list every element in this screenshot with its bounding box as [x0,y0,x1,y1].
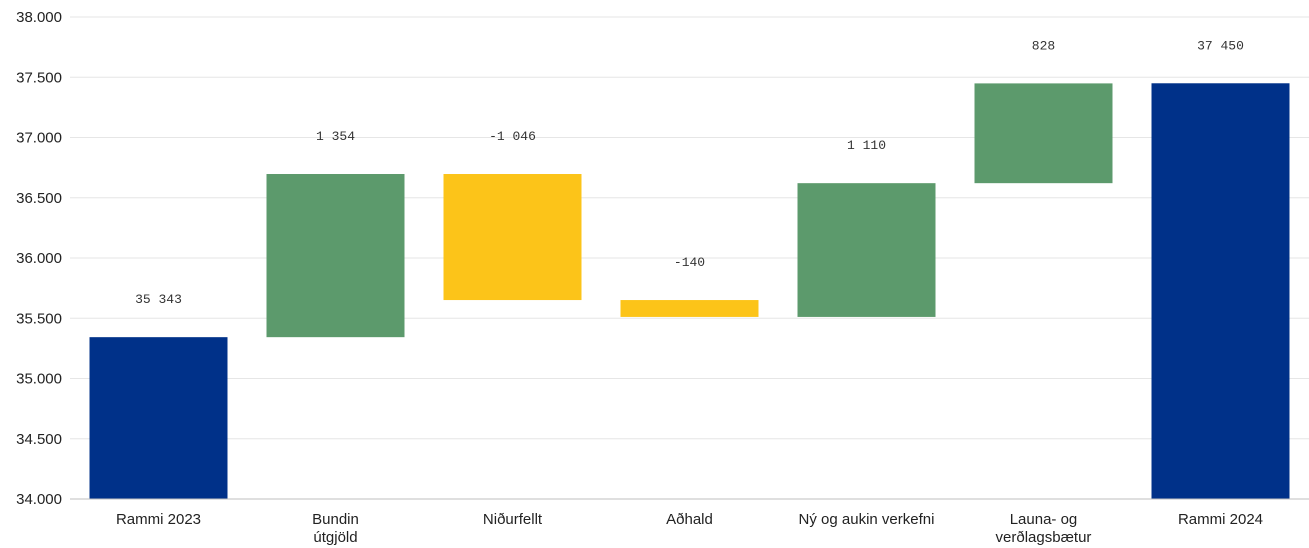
x-category-label: Bundin útgjöld [312,511,359,546]
y-tick-label: 35.500 [16,310,62,327]
x-category-line: útgjöld [313,529,357,546]
x-category-line: Ný og aukin verkefni [799,511,935,528]
y-axis-ticks: 34.000 34.500 35.000 35.500 36.000 36.500 37.0… [16,9,62,508]
waterfall-bar-increase [266,174,405,338]
x-category-label: Rammi 2024 [1178,511,1263,528]
x-category-label: Niðurfellt [483,511,543,528]
waterfall-bar-increase [974,83,1113,184]
y-tick-label: 37.000 [16,130,62,147]
x-axis-categories: Rammi 2023 Bundin útgjöld Niðurfellt Aðhald N… [116,511,1263,546]
waterfall-bar-increase [797,183,936,317]
bar-value-label: 35 343 [135,292,182,307]
gridlines [70,16,1309,440]
bars [89,83,1290,500]
y-tick-label: 36.000 [16,250,62,267]
y-tick-label: 37.500 [16,69,62,86]
x-category-line: Aðhald [666,511,713,528]
y-tick-label: 36.500 [16,190,62,207]
bar-value-label: -140 [674,255,705,270]
bar-value-label: 1 110 [847,138,886,153]
x-category-label: Aðhald [666,511,713,528]
bar-value-label: 37 450 [1197,38,1244,53]
y-tick-label: 34.500 [16,431,62,448]
x-category-line: Rammi 2024 [1178,511,1263,528]
x-category-line: Rammi 2023 [116,511,201,528]
bar-value-label: 828 [1032,38,1055,53]
waterfall-bar-decrease [443,174,582,301]
bar-value-label: -1 046 [489,129,536,144]
data-labels: 35 343 1 354 -1 046 -140 1 110 828 37 450 [135,38,1244,307]
bar-value-label: 1 354 [316,129,355,144]
x-category-label: Ný og aukin verkefni [799,511,935,528]
y-tick-label: 34.000 [16,491,62,508]
x-category-label: Launa- og verðlagsbætur [996,511,1092,546]
x-category-line: Launa- og [1010,511,1078,528]
x-category-line: Bundin [312,511,359,528]
y-tick-label: 38.000 [16,9,62,26]
waterfall-bar-total [89,337,228,499]
x-category-label: Rammi 2023 [116,511,201,528]
y-tick-label: 35.000 [16,371,62,388]
waterfall-bar-total [1151,83,1290,500]
x-category-line: Niðurfellt [483,511,543,528]
x-category-line: verðlagsbætur [996,529,1092,546]
waterfall-bar-decrease [620,300,759,317]
